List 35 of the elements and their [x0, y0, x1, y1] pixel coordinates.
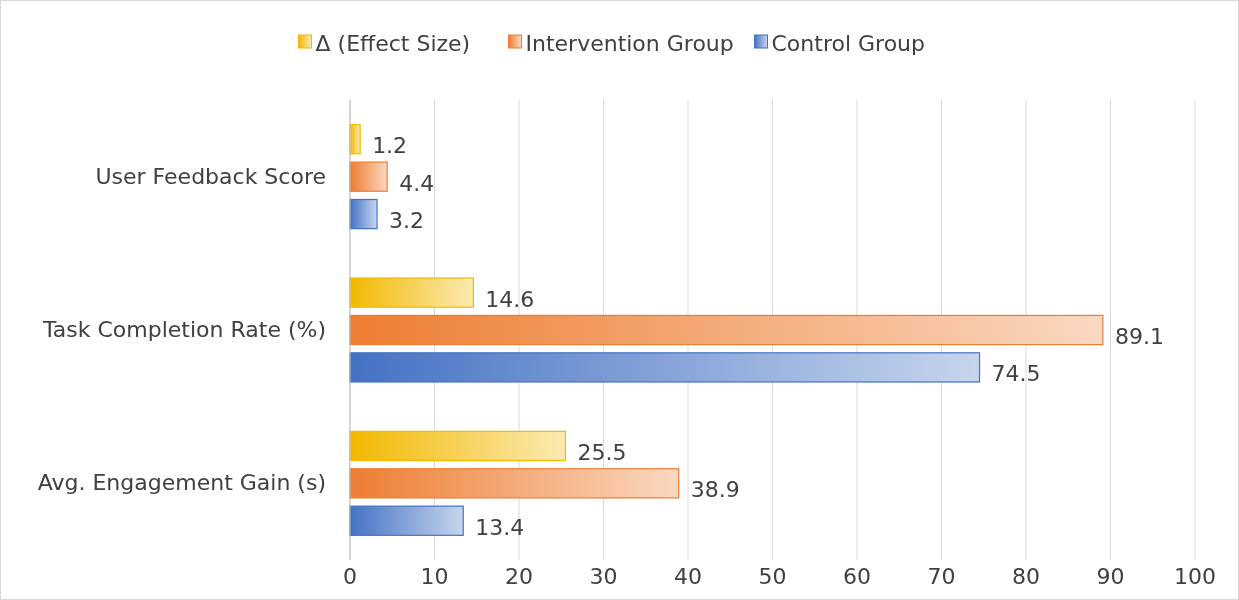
data-label: 74.5: [991, 361, 1041, 387]
data-label: 4.4: [399, 170, 435, 196]
x-tick-label: 30: [589, 564, 618, 589]
legend-label: Δ (Effect Size): [315, 31, 471, 56]
data-label: 14.6: [485, 286, 535, 312]
bar: [349, 430, 567, 462]
bar: [349, 277, 474, 308]
x-tick-label: 90: [1096, 564, 1125, 589]
x-tick-label: 20: [505, 564, 533, 589]
data-label: 13.4: [475, 514, 525, 540]
bar: [349, 124, 361, 155]
x-tick-label: 70: [927, 564, 956, 589]
bar: [349, 161, 388, 192]
x-tick-label: 50: [758, 564, 787, 589]
data-label: 38.9: [690, 477, 740, 503]
bar: [349, 198, 378, 230]
data-label: 1.2: [372, 133, 408, 159]
x-tick-label: 40: [674, 564, 702, 589]
legend-label: Control Group: [771, 31, 925, 56]
x-tick-label: 80: [1012, 564, 1040, 589]
data-label: 3.2: [389, 208, 425, 234]
y-tick-label: Task Completion Rate (%): [42, 317, 326, 342]
bar: [349, 468, 680, 499]
x-tick-label: 10: [420, 564, 449, 589]
x-tick-label: 60: [843, 564, 871, 589]
legend-label: Intervention Group: [525, 31, 734, 56]
bar: [349, 505, 464, 536]
y-tick-label: User Feedback Score: [95, 163, 326, 189]
x-tick-label: 100: [1174, 564, 1216, 589]
y-tick-label: Avg. Engagement Gain (s): [37, 470, 326, 496]
x-tick-label: 0: [343, 564, 357, 589]
bar: [349, 352, 981, 383]
data-label: 25.5: [577, 439, 627, 465]
data-label: 89.1: [1114, 324, 1164, 349]
bar: [349, 314, 1104, 346]
